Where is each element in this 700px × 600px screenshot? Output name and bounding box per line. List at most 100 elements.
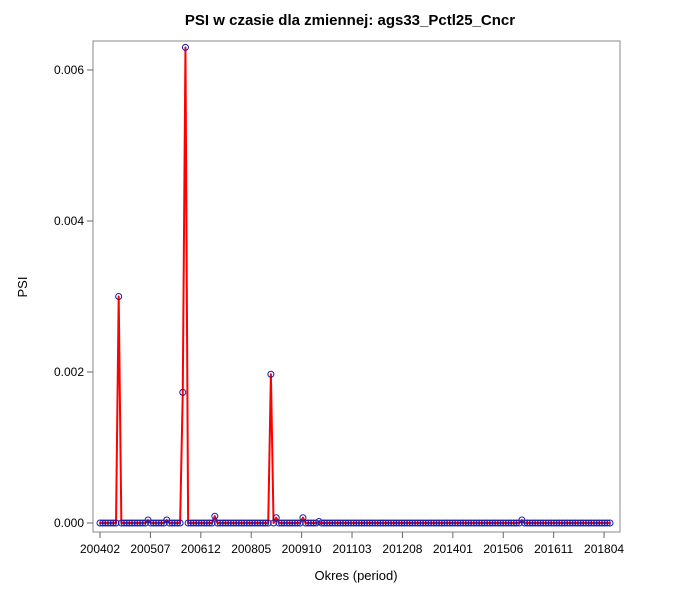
data-point xyxy=(422,519,430,527)
data-point xyxy=(550,519,558,527)
data-point xyxy=(408,519,416,527)
data-point xyxy=(355,519,363,527)
data-point xyxy=(545,519,553,527)
data-point xyxy=(462,519,470,527)
data-point xyxy=(157,519,165,527)
data-point xyxy=(438,519,446,527)
data-point xyxy=(416,519,424,527)
data-point xyxy=(248,519,256,527)
data-point xyxy=(173,519,181,527)
x-tick-label: 201611 xyxy=(534,542,573,556)
data-point xyxy=(203,519,211,527)
data-point xyxy=(262,519,270,527)
data-point xyxy=(489,519,497,527)
data-point xyxy=(184,519,192,527)
chart-title: PSI w czasie dla zmiennej: ags33_Pctl25_… xyxy=(184,12,516,29)
data-point xyxy=(505,519,513,527)
data-point xyxy=(320,519,328,527)
x-tick-label: 201401 xyxy=(433,542,473,556)
data-point xyxy=(451,519,459,527)
data-point xyxy=(288,519,296,527)
data-point xyxy=(189,519,197,527)
data-point xyxy=(128,519,136,527)
data-point xyxy=(181,43,189,51)
data-point xyxy=(235,519,243,527)
data-point xyxy=(96,519,104,527)
data-point xyxy=(414,519,422,527)
data-point xyxy=(366,519,374,527)
data-point xyxy=(238,519,246,527)
data-point xyxy=(344,519,352,527)
data-point xyxy=(569,519,577,527)
data-point xyxy=(334,519,342,527)
data-point xyxy=(435,519,443,527)
data-point xyxy=(339,519,347,527)
data-point xyxy=(419,519,427,527)
data-point xyxy=(246,519,254,527)
data-point xyxy=(222,519,229,527)
data-point xyxy=(561,519,569,527)
data-point xyxy=(200,519,208,527)
data-point xyxy=(406,519,414,527)
data-point xyxy=(379,519,387,527)
x-tick-label: 201208 xyxy=(382,542,422,556)
x-tick-label: 200507 xyxy=(130,542,170,556)
data-point xyxy=(331,519,339,527)
data-point xyxy=(486,519,494,527)
data-point xyxy=(563,519,571,527)
data-point xyxy=(491,519,499,527)
data-point xyxy=(467,519,475,527)
data-point xyxy=(219,519,227,527)
x-tick-label: 201506 xyxy=(483,542,523,556)
data-point xyxy=(443,519,451,527)
data-point xyxy=(131,519,139,527)
data-point xyxy=(302,519,310,527)
data-point xyxy=(286,519,294,527)
data-point xyxy=(123,519,131,527)
data-point xyxy=(168,519,176,527)
y-axis-label: PSI xyxy=(15,277,30,298)
x-tick-label: 200805 xyxy=(231,542,271,556)
data-point xyxy=(601,519,609,527)
data-point xyxy=(136,519,144,527)
data-point xyxy=(432,519,440,527)
data-point xyxy=(259,519,267,527)
data-point xyxy=(99,519,107,527)
plot-frame xyxy=(92,40,621,533)
data-point xyxy=(542,519,550,527)
x-axis: 200402 200507 200612 200805 200910 201103 2012… xyxy=(80,532,624,556)
data-point xyxy=(133,519,141,527)
data-point xyxy=(456,519,464,527)
y-tick-label: 0.006 xyxy=(54,63,84,77)
data-point xyxy=(267,370,275,378)
data-point xyxy=(336,519,344,527)
data-point xyxy=(523,519,531,527)
data-point xyxy=(534,519,542,527)
data-point xyxy=(307,519,315,527)
data-point xyxy=(211,512,219,520)
data-point xyxy=(179,388,187,396)
data-point xyxy=(537,519,545,527)
data-point xyxy=(454,519,462,527)
data-point xyxy=(558,519,566,527)
data-point xyxy=(595,519,603,527)
data-point xyxy=(481,519,488,527)
data-point xyxy=(187,519,195,527)
data-point xyxy=(585,519,593,527)
data-point xyxy=(171,519,179,527)
data-point xyxy=(176,519,184,527)
data-point xyxy=(352,519,360,527)
data-point xyxy=(299,514,307,522)
data-point xyxy=(427,519,435,527)
data-point xyxy=(446,519,454,527)
data-point xyxy=(264,519,272,527)
data-point xyxy=(363,519,371,527)
data-point xyxy=(371,519,379,527)
data-point xyxy=(350,519,358,527)
data-point xyxy=(403,519,411,527)
data-point xyxy=(531,519,539,527)
y-tick-label: 0.004 xyxy=(54,214,84,228)
data-point xyxy=(155,519,163,527)
x-tick-label: 200910 xyxy=(282,542,322,556)
data-point xyxy=(224,519,232,527)
